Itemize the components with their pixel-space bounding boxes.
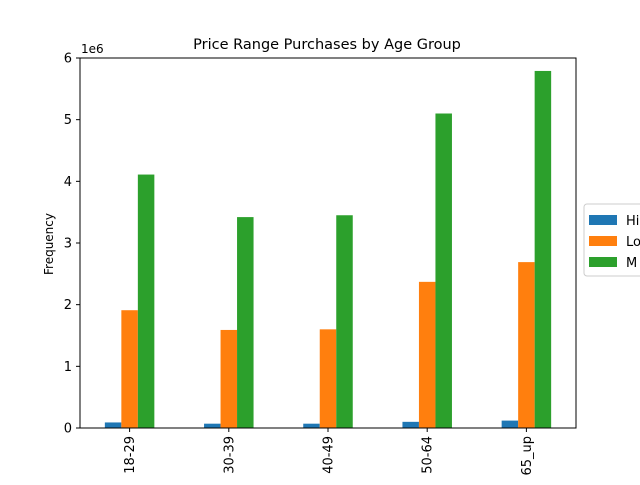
legend-swatch-lo <box>589 236 617 246</box>
x-tick-label: 30-39 <box>222 436 237 474</box>
bar-hi-18-29 <box>104 422 122 428</box>
axis-ticks: 0 1 2 3 4 5 6 18-29 30-39 40-49 50-64 65_up <box>64 52 535 476</box>
legend-label-lo: Lo <box>626 235 640 250</box>
bar-m-50-64 <box>435 113 452 428</box>
bar-m-18-29 <box>137 174 155 428</box>
y-tick-label: 4 <box>64 175 72 190</box>
bar-lo-50-64 <box>418 281 436 428</box>
legend-label-m: M <box>626 256 637 271</box>
legend-swatch-hi <box>589 215 617 225</box>
bar-hi-30-39 <box>204 423 221 428</box>
x-tick-label: 50-64 <box>421 436 436 474</box>
y-tick-label: 2 <box>64 298 72 313</box>
bar-m-40-49 <box>336 215 353 428</box>
y-tick-label: 6 <box>64 52 72 67</box>
chart-title: Price Range Purchases by Age Group <box>193 37 461 53</box>
bar-m-30-39 <box>237 217 254 428</box>
y-tick-label: 0 <box>64 422 72 437</box>
bar-lo-65_up <box>518 262 535 428</box>
x-tick-label: 40-49 <box>322 436 337 474</box>
bar-hi-65_up <box>501 420 519 428</box>
x-tick-label: 65_up <box>520 436 535 476</box>
bar-hi-40-49 <box>303 423 320 428</box>
bar-hi-50-64 <box>402 421 419 428</box>
bar-lo-18-29 <box>121 310 138 428</box>
bar-lo-40-49 <box>319 329 337 428</box>
bar-lo-30-39 <box>220 329 238 428</box>
bar-m-65_up <box>534 70 552 428</box>
x-tick-label: 18-29 <box>123 436 138 474</box>
plot-area <box>79 57 577 429</box>
y-axis-scale-label: 1e6 <box>81 42 104 56</box>
y-tick-label: 1 <box>64 360 72 375</box>
y-tick-label: 5 <box>64 113 72 128</box>
y-axis-label: Frequency <box>42 213 56 275</box>
legend-swatch-m <box>589 257 617 267</box>
legend-label-hi: Hi <box>626 214 639 229</box>
legend: Hi Lo M <box>583 203 640 277</box>
y-tick-label: 3 <box>64 237 72 252</box>
